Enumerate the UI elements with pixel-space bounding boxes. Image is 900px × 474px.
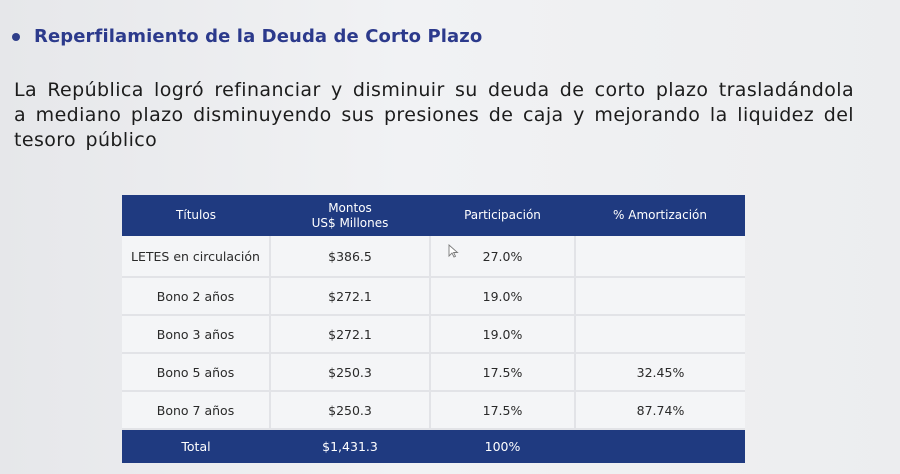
section-heading-row: Reperfilamiento de la Deuda de Corto Pla… [12, 26, 482, 47]
cell-participacion: 19.0% [430, 277, 576, 316]
table-row: LETES en circulación $386.5 27.0% [122, 236, 745, 278]
cell-amortizacion [575, 277, 745, 316]
total-monto: $1,431.3 [270, 429, 430, 463]
mouse-pointer-icon [448, 244, 459, 258]
cell-titulo: LETES en circulación [122, 236, 271, 278]
cell-amortizacion: 87.74% [575, 391, 745, 430]
total-titulo: Total [122, 429, 270, 463]
cell-amortizacion [575, 315, 745, 354]
header-titulos: Títulos [122, 195, 270, 236]
cell-participacion: 17.5% [430, 353, 576, 392]
summary-paragraph: La República logró refinanciar y disminu… [14, 79, 854, 151]
cell-monto: $272.1 [270, 315, 431, 354]
cell-participacion: 17.5% [430, 391, 576, 430]
cell-monto: $272.1 [270, 277, 431, 316]
header-montos-line1: Montos [328, 200, 372, 215]
cell-monto: $386.5 [270, 236, 431, 278]
cell-titulo: Bono 2 años [122, 277, 271, 316]
table-row: Bono 3 años $272.1 19.0% [122, 315, 745, 354]
table-total-row: Total $1,431.3 100% [122, 429, 745, 463]
header-participacion: Participación [430, 195, 575, 236]
header-amortizacion: % Amortización [575, 195, 745, 236]
table-row: Bono 5 años $250.3 17.5% 32.45% [122, 353, 745, 392]
total-participacion: 100% [430, 429, 575, 463]
cell-titulo: Bono 7 años [122, 391, 271, 430]
section-heading: Reperfilamiento de la Deuda de Corto Pla… [34, 26, 483, 47]
cell-monto: $250.3 [270, 391, 431, 430]
table-header-row: Títulos Montos US$ Millones Participació… [122, 195, 745, 236]
cell-titulo: Bono 3 años [122, 315, 271, 354]
debt-table: Títulos Montos US$ Millones Participació… [122, 195, 745, 463]
cell-amortizacion [575, 236, 745, 278]
cell-participacion: 19.0% [430, 315, 576, 354]
cell-titulo: Bono 5 años [122, 353, 271, 392]
table-row: Bono 7 años $250.3 17.5% 87.74% [122, 391, 745, 430]
table-row: Bono 2 años $272.1 19.0% [122, 277, 745, 316]
bullet-icon [12, 32, 20, 41]
header-montos: Montos US$ Millones [270, 195, 430, 236]
total-amortizacion [575, 429, 745, 463]
header-montos-line2: US$ Millones [311, 215, 389, 230]
cell-amortizacion: 32.45% [575, 353, 745, 392]
cell-monto: $250.3 [270, 353, 431, 392]
